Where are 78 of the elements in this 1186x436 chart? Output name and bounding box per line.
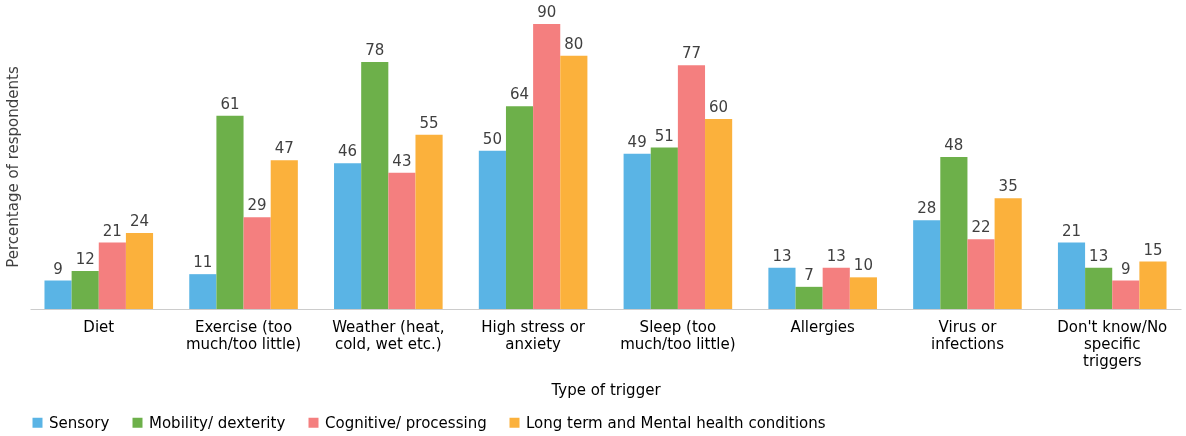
bar bbox=[44, 280, 72, 309]
bar bbox=[650, 147, 678, 309]
bar bbox=[243, 217, 271, 309]
bar bbox=[189, 274, 217, 309]
data-label: 60 bbox=[709, 98, 729, 116]
x-tick-label: Virus or infections bbox=[930, 317, 1005, 353]
bar bbox=[388, 172, 416, 309]
bar bbox=[822, 267, 850, 309]
data-label: 29 bbox=[247, 196, 267, 215]
x-tick-label: High stress or anxiety bbox=[481, 317, 586, 353]
legend-label: Mobility/ dexterity bbox=[149, 413, 286, 432]
bar bbox=[940, 157, 968, 309]
data-label: 77 bbox=[681, 44, 702, 63]
bar bbox=[415, 134, 443, 309]
data-label: 13 bbox=[772, 246, 792, 265]
data-label: 51 bbox=[654, 126, 674, 145]
bar bbox=[623, 153, 651, 309]
data-label: 10 bbox=[853, 256, 873, 275]
x-tick-label: Exercise (too much/too little) bbox=[185, 317, 302, 353]
bar bbox=[768, 267, 796, 309]
data-label: 28 bbox=[917, 199, 937, 218]
bar bbox=[478, 150, 506, 309]
x-tick-label: Sleep (too much/too little) bbox=[620, 317, 736, 353]
data-label: 24 bbox=[129, 212, 150, 230]
bar bbox=[1085, 267, 1113, 309]
bar bbox=[125, 233, 154, 309]
bar bbox=[1139, 261, 1167, 309]
bar bbox=[967, 239, 995, 309]
data-label: 15 bbox=[1143, 240, 1163, 259]
bar bbox=[994, 198, 1022, 309]
data-label: 49 bbox=[627, 132, 647, 151]
x-axis-title: Type of trigger bbox=[550, 380, 662, 399]
data-label: 12 bbox=[75, 250, 95, 268]
data-label: 55 bbox=[419, 113, 439, 132]
data-label: 9 bbox=[53, 259, 63, 278]
bar bbox=[1057, 242, 1086, 309]
data-label: 7 bbox=[804, 265, 814, 284]
data-label: 47 bbox=[274, 139, 294, 158]
x-tick-label: Weather (heat, cold, wet etc.) bbox=[332, 317, 445, 353]
bar bbox=[560, 55, 588, 309]
bar bbox=[505, 106, 534, 309]
data-label: 13 bbox=[826, 246, 846, 265]
bar bbox=[1112, 280, 1140, 309]
data-label: 21 bbox=[102, 221, 122, 240]
data-label: 43 bbox=[392, 151, 412, 170]
data-label: 80 bbox=[564, 34, 584, 53]
legend-label: Sensory bbox=[49, 413, 110, 432]
data-label: 48 bbox=[944, 136, 964, 154]
data-label: 35 bbox=[998, 177, 1018, 196]
bar bbox=[849, 277, 877, 309]
bar bbox=[216, 115, 244, 309]
data-label: 21 bbox=[1061, 221, 1082, 240]
data-label: 90 bbox=[537, 3, 557, 21]
data-label: 13 bbox=[1089, 246, 1109, 265]
data-label: 61 bbox=[220, 94, 240, 113]
bar bbox=[677, 65, 706, 309]
data-label: 22 bbox=[971, 218, 991, 237]
bar bbox=[533, 24, 561, 309]
data-label: 50 bbox=[482, 129, 502, 148]
bar bbox=[270, 160, 298, 309]
legend-label: Long term and Mental health conditions bbox=[526, 413, 826, 432]
x-tick-label: Diet bbox=[83, 317, 115, 336]
bar bbox=[98, 242, 126, 309]
bar bbox=[913, 220, 941, 309]
data-label: 64 bbox=[509, 85, 530, 104]
x-tick-label: Don't know/No specific triggers bbox=[1057, 317, 1168, 370]
data-label: 9 bbox=[1121, 259, 1131, 278]
data-label: 78 bbox=[365, 41, 385, 59]
bar bbox=[795, 286, 823, 309]
bar bbox=[71, 271, 99, 309]
x-tick-label: Allergies bbox=[790, 317, 856, 336]
legend-label: Cognitive/ processing bbox=[325, 413, 487, 432]
data-label: 46 bbox=[338, 142, 358, 161]
bar bbox=[334, 163, 362, 309]
bar bbox=[705, 119, 733, 309]
data-label: 11 bbox=[193, 253, 213, 272]
y-axis-title: Percentage of respondents bbox=[3, 66, 22, 268]
bar bbox=[361, 62, 389, 309]
